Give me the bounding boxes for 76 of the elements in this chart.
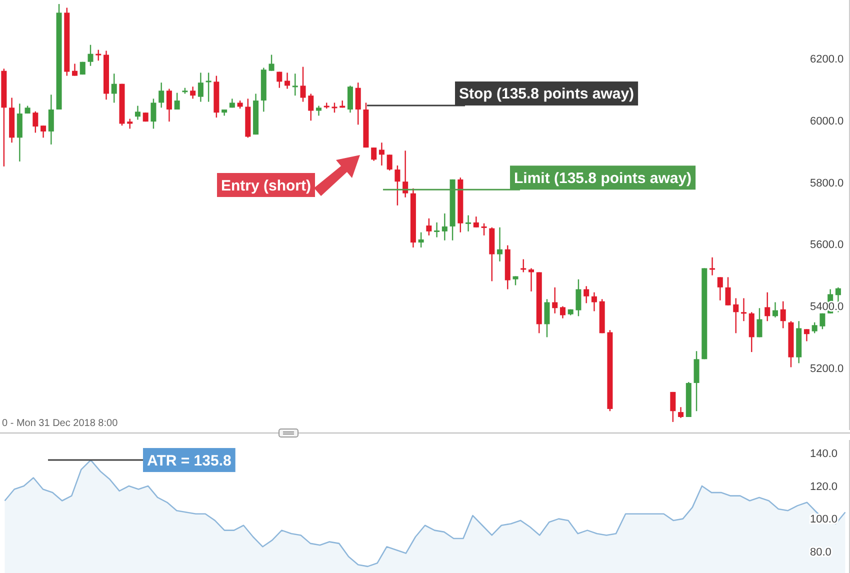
candlestick [466, 214, 472, 232]
candlestick [434, 222, 440, 238]
candlestick [678, 406, 684, 419]
candlestick [481, 222, 487, 236]
candlestick [584, 286, 590, 304]
candlestick [442, 212, 448, 241]
candlestick [764, 292, 770, 322]
candlestick [166, 88, 172, 122]
candlestick [710, 256, 716, 276]
candlestick [473, 216, 479, 228]
y-tick-label: 6000.0 [810, 115, 844, 128]
candlestick [174, 92, 180, 110]
candlestick [497, 226, 503, 262]
y-tick-label: 80.0 [810, 546, 832, 559]
candlestick [733, 298, 739, 334]
candlestick [552, 286, 558, 314]
candlestick [725, 276, 731, 306]
candlestick [386, 154, 392, 172]
candlestick [756, 308, 762, 338]
candlestick [576, 278, 582, 317]
annotation: 0 - Mon 31 Dec 2018 8:00 [2, 418, 118, 429]
candlestick [190, 86, 196, 100]
candlestick [198, 72, 204, 102]
candlestick [268, 54, 274, 72]
candlestick [694, 350, 700, 412]
candlestick [150, 98, 156, 130]
candlestick [276, 71, 282, 88]
y-tick-label: 140.0 [810, 448, 838, 460]
candlestick [300, 66, 306, 102]
candlestick [717, 276, 723, 301]
y-tick-label: 120.0 [810, 480, 838, 493]
candlestick [748, 312, 754, 353]
candlestick [40, 124, 46, 138]
candlestick [591, 292, 597, 312]
candlestick [394, 164, 400, 206]
candlestick [292, 73, 298, 96]
candlestick [284, 72, 290, 90]
ref-line-label: Stop (135.8 points away) [459, 86, 634, 103]
candlestick [88, 44, 94, 66]
candlestick [780, 300, 786, 329]
y-tick-label: 5200.0 [810, 362, 844, 375]
candlestick [355, 82, 361, 126]
candlestick [206, 72, 212, 102]
candlestick [426, 218, 432, 236]
candlestick [804, 328, 810, 342]
candlestick [134, 105, 140, 120]
candlestick [48, 94, 54, 146]
ref-line-label: ATR = 135.8 [147, 452, 232, 470]
candlestick [812, 322, 818, 334]
candlestick [772, 302, 778, 318]
candlestick [96, 49, 102, 62]
candlestick [544, 298, 550, 338]
candlestick [528, 268, 534, 292]
candlestick [371, 146, 377, 162]
candlestick [740, 298, 747, 322]
ref-line-label: Limit (135.8 points away) [514, 170, 692, 187]
candlestick [332, 102, 338, 114]
candlestick [670, 391, 676, 423]
candlestick [820, 312, 826, 330]
candlestick [560, 306, 566, 319]
candlestick [418, 232, 424, 248]
candlestick [520, 258, 526, 273]
annotation: Entry (short) [221, 177, 312, 194]
candlestick [378, 142, 384, 166]
candlestick [158, 82, 164, 108]
candlestick [32, 110, 38, 134]
candlestick [72, 63, 78, 76]
candlestick [127, 118, 133, 130]
candlestick [111, 73, 117, 104]
y-tick-label: 5800.0 [810, 177, 844, 190]
y-tick-label: 5600.0 [810, 239, 844, 252]
candlestick [347, 85, 353, 114]
y-tick-label: 6200.0 [810, 54, 844, 66]
candlestick [316, 105, 322, 116]
y-tick-label: 100.0 [810, 514, 838, 526]
candlestick [308, 93, 314, 122]
